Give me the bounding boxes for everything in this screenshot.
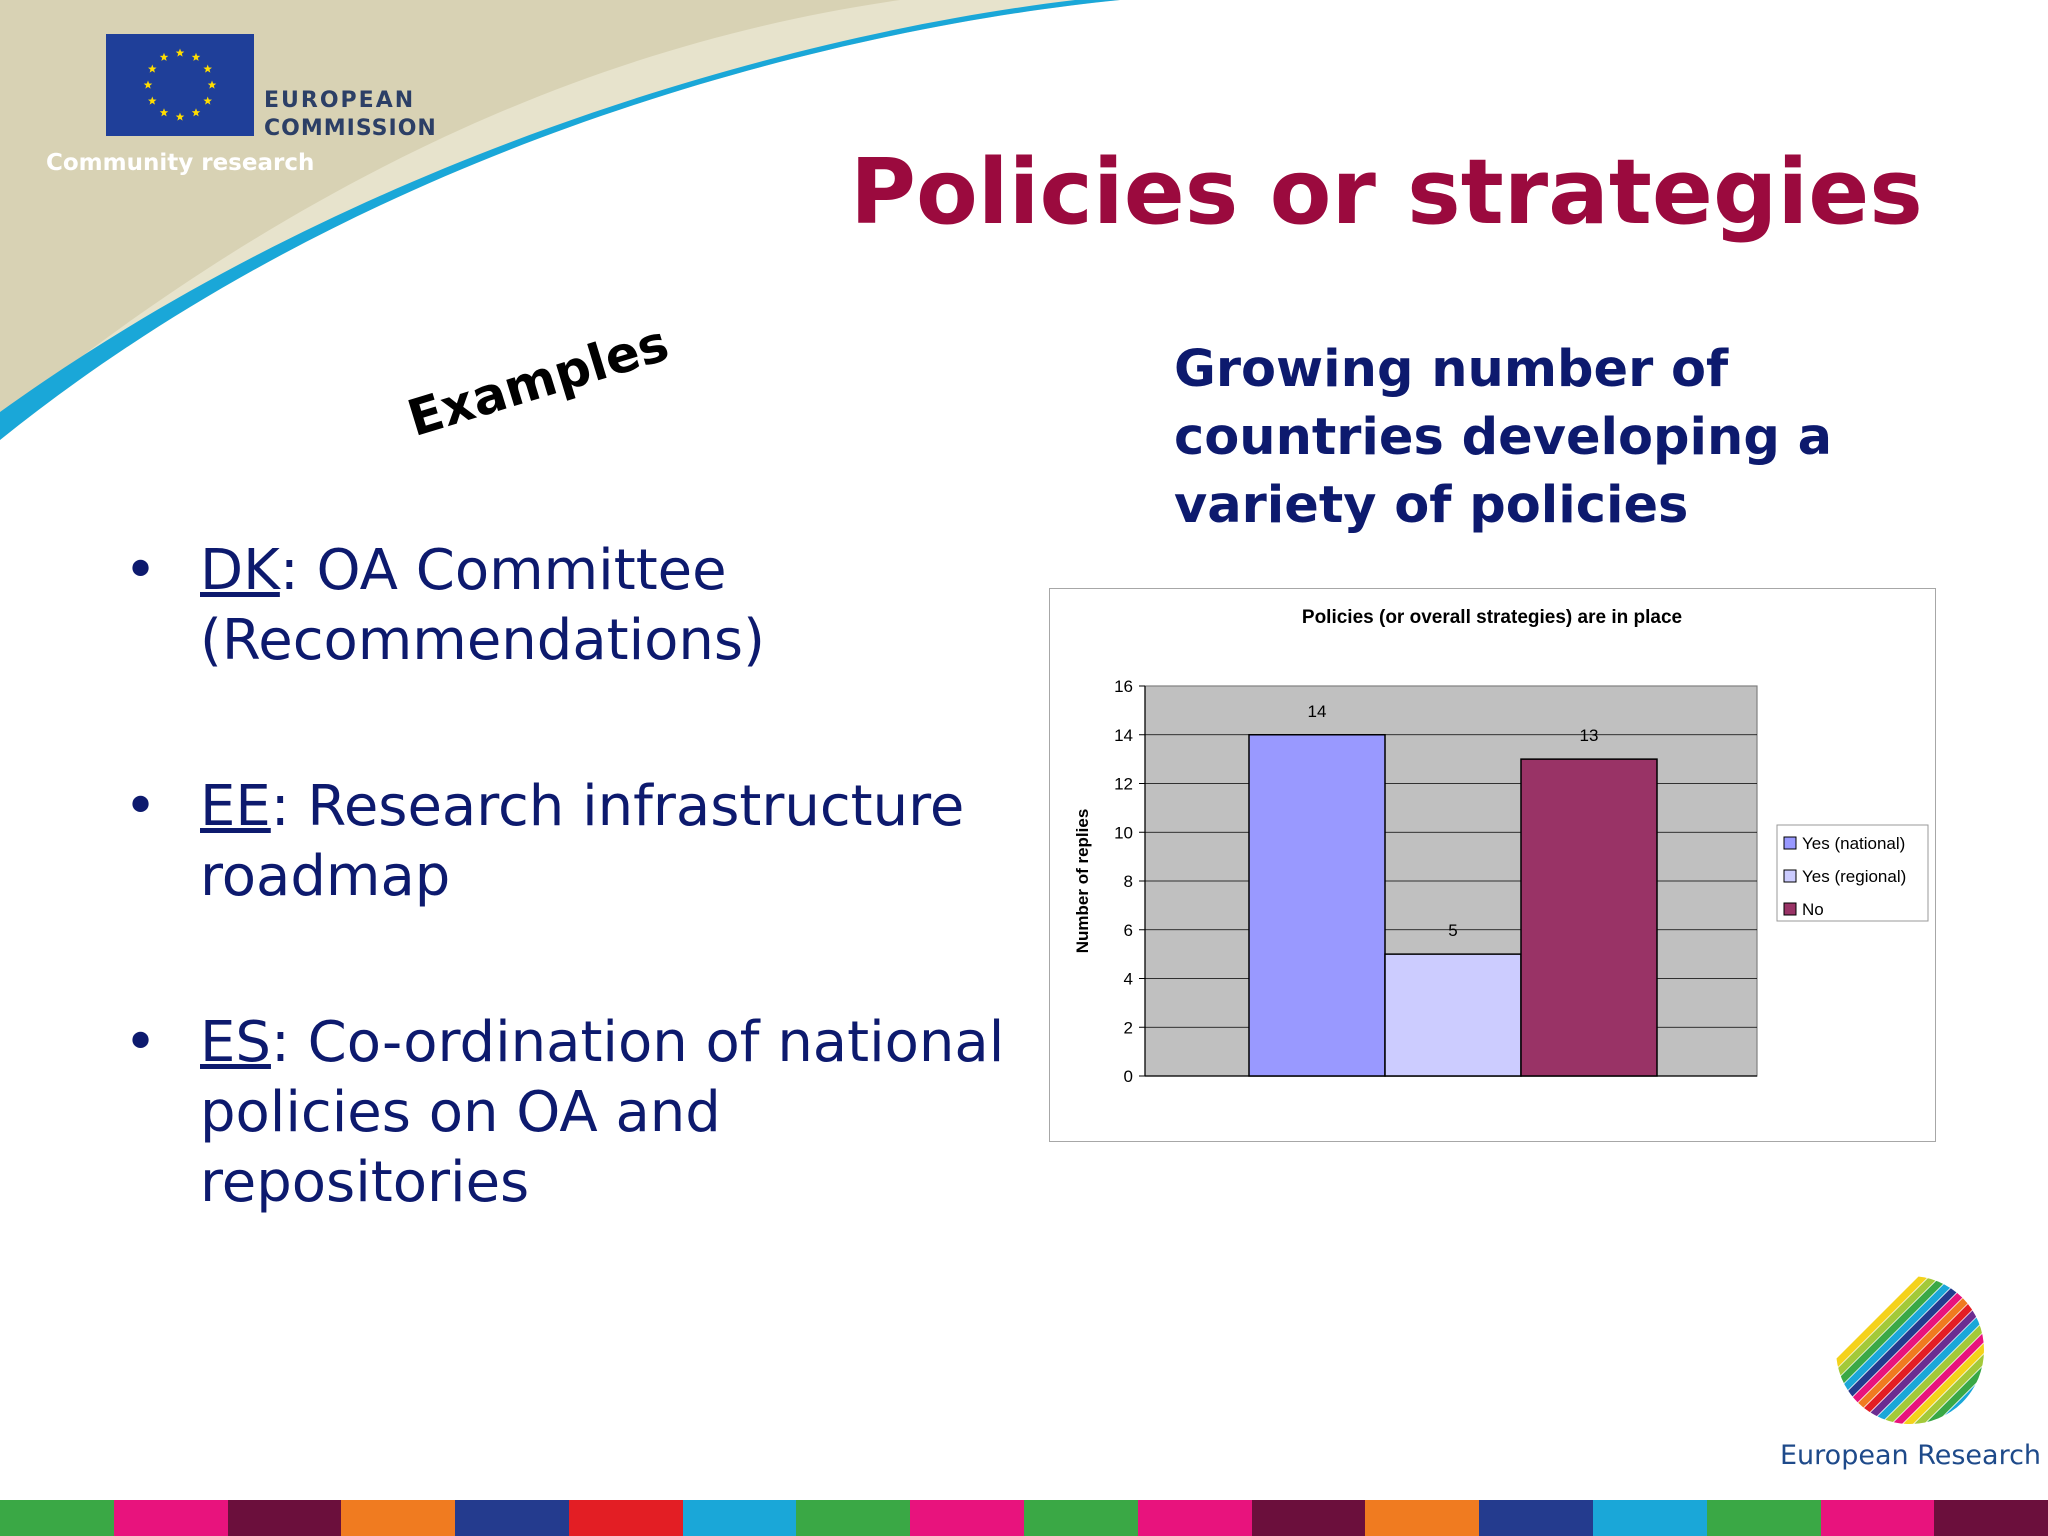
bar-no — [1520, 758, 1658, 1077]
era-logo — [1836, 1276, 1984, 1424]
y-tick-label: 12 — [1114, 775, 1133, 794]
color-segment — [1592, 1500, 1707, 1536]
subtitle: Growing number of countries developing a… — [1174, 340, 1833, 535]
era-stripe — [1865, 1276, 1984, 1424]
y-tick-label: 6 — [1124, 921, 1133, 940]
page-title: Policies or strategies — [850, 140, 1923, 245]
eu-star-icon — [148, 64, 157, 73]
eu-star-icon — [191, 52, 201, 61]
era-label: European Research Area — [1780, 1440, 2048, 1471]
eu-star-icon — [203, 96, 212, 105]
eu-star-icon — [159, 52, 169, 61]
color-segment — [1934, 1500, 2048, 1536]
eu-flag-logo — [106, 34, 254, 136]
bar-yes-national — [1248, 734, 1386, 1077]
legend-label: Yes (national) — [1802, 834, 1905, 853]
color-segment — [1137, 1500, 1252, 1536]
eu-star-icon — [175, 48, 185, 57]
era-stripe — [1898, 1276, 1984, 1424]
color-segment — [568, 1500, 683, 1536]
era-stripe — [1836, 1276, 1934, 1424]
era-stripe — [1854, 1276, 1984, 1424]
eu-star-icon — [159, 108, 169, 117]
y-tick-label: 14 — [1114, 726, 1133, 745]
color-segment — [113, 1500, 228, 1536]
logo-text-european: EUROPEAN — [264, 88, 416, 113]
legend-label: No — [1802, 900, 1824, 919]
bullet-text: : Research infrastructure roadmap — [200, 774, 965, 909]
color-segment — [1706, 1500, 1821, 1536]
era-stripe — [1876, 1276, 1984, 1424]
eu-star-icon — [143, 80, 153, 89]
bullet-text: : OA Committee (Recommendations) — [200, 538, 765, 673]
y-tick-label: 10 — [1114, 823, 1133, 842]
color-segment — [1820, 1500, 1935, 1536]
data-label: 13 — [1580, 726, 1599, 745]
color-segment — [0, 1500, 114, 1536]
color-segment — [1251, 1500, 1366, 1536]
era-stripe — [1836, 1276, 1956, 1424]
legend — [1776, 824, 1929, 922]
eu-star-icon — [148, 96, 157, 105]
y-tick-label: 0 — [1124, 1067, 1133, 1086]
eu-star-icon — [191, 108, 201, 117]
color-segment — [341, 1500, 456, 1536]
legend-label: Yes (regional) — [1802, 867, 1906, 886]
bullet-es: ES: Co-ordination of national policies o… — [120, 1008, 1020, 1218]
bar-yes-regional — [1384, 953, 1522, 1077]
color-segment — [910, 1500, 1025, 1536]
y-tick-label: 16 — [1114, 677, 1133, 696]
y-axis-label: Number of replies — [1073, 809, 1092, 954]
legend-swatch — [1783, 836, 1797, 850]
color-segment — [227, 1500, 342, 1536]
bar-chart: Policies (or overall strategies) are in … — [1049, 588, 1936, 1142]
country-code[interactable]: DK — [200, 538, 280, 603]
data-label: 5 — [1448, 921, 1457, 940]
era-stripe — [1836, 1276, 1945, 1424]
data-label: 14 — [1308, 702, 1327, 721]
color-segment — [1365, 1500, 1480, 1536]
bullet-dk: DK: OA Committee (Recommendations) — [120, 536, 1020, 676]
country-code[interactable]: ES — [200, 1010, 271, 1075]
color-segment — [1479, 1500, 1593, 1536]
y-tick-label: 2 — [1124, 1018, 1133, 1037]
era-stripe — [1836, 1276, 1967, 1424]
bullet-ee: EE: Research infrastructure roadmap — [120, 772, 1020, 912]
community-research-label: Community research — [46, 150, 315, 176]
chart-canvas: Policies (or overall strategies) are in … — [1073, 607, 1929, 1086]
logo-text-commission: COMMISSION — [264, 116, 437, 141]
color-segment — [1024, 1500, 1138, 1536]
era-stripe — [1920, 1276, 1984, 1424]
bullet-text: : Co-ordination of national policies on … — [200, 1010, 1005, 1215]
y-tick-label: 4 — [1124, 970, 1133, 989]
legend-swatch — [1783, 869, 1797, 883]
examples-list: DK: OA Committee (Recommendations) EE: R… — [120, 536, 1020, 1314]
color-segment — [682, 1500, 797, 1536]
era-stripe — [1909, 1276, 1984, 1424]
eu-star-icon — [207, 80, 217, 89]
eu-star-icon — [175, 112, 185, 121]
eu-star-icon — [203, 64, 212, 73]
color-segment — [796, 1500, 911, 1536]
country-code[interactable]: EE — [200, 774, 271, 839]
chart-title: Policies (or overall strategies) are in … — [1302, 607, 1682, 628]
era-stripe — [1887, 1276, 1984, 1424]
footer-color-bar — [0, 1500, 2048, 1536]
y-tick-label: 8 — [1124, 872, 1133, 891]
legend-swatch — [1783, 902, 1797, 916]
color-segment — [455, 1500, 569, 1536]
